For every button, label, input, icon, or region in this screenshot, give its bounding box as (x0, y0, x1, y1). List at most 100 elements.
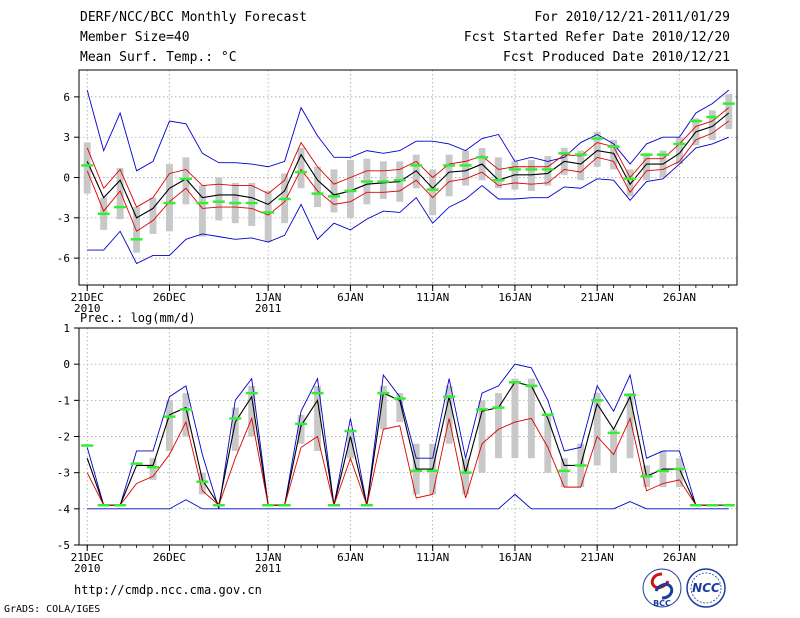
y-tick-label: 3 (63, 131, 70, 144)
spread-box (643, 153, 650, 181)
series-line-spread-lower (86, 416, 729, 507)
spread-box (215, 177, 223, 221)
y-tick-label: 0 (63, 172, 70, 185)
spread-box (166, 164, 173, 232)
x-tick-label: 26JAN (663, 291, 696, 304)
spread-box (379, 385, 387, 430)
spread-box (462, 150, 470, 186)
x-tick-label: 21JAN (581, 291, 614, 304)
x-tick-label: 1JAN (255, 291, 282, 304)
spread-box (675, 137, 683, 165)
y-tick-label: -3 (57, 212, 70, 225)
spread-box (379, 161, 387, 199)
spread-box (577, 150, 585, 181)
precip-panel-title: Prec.: log(mm/d) (80, 311, 196, 325)
y-tick-label: 1 (63, 322, 70, 335)
x-tick-label: 26DEC (153, 291, 186, 304)
spread-box (675, 458, 683, 488)
spread-box (445, 385, 453, 444)
spread-box (198, 472, 206, 495)
series-line-ensemble-mean (86, 381, 729, 507)
x-tick-label: 16JAN (498, 291, 531, 304)
spread-box (511, 378, 519, 459)
spread-box (83, 142, 91, 194)
y-tick-label: 0 (63, 358, 70, 371)
spread-box (346, 160, 354, 218)
spread-box (248, 182, 256, 226)
header-right: For 2010/12/21-2011/01/29 Fcst Started R… (464, 10, 730, 70)
spread-box (330, 169, 338, 213)
spread-box (626, 393, 634, 459)
spread-box (149, 197, 157, 234)
spread-box (166, 400, 173, 451)
spread-box (445, 154, 453, 197)
chart-title: DERF/NCC/BCC Monthly Forecast (80, 10, 307, 25)
spread-box (396, 393, 404, 423)
x-tick-label: 21DEC (71, 291, 104, 304)
series-line-lower-spread (86, 120, 730, 232)
x-tick-year-label: 2010 (74, 302, 101, 315)
ncc-logo-text: NCC (692, 581, 720, 595)
y-tick-label: -4 (57, 503, 71, 516)
variable-label: Mean Surf. Temp.: °C (80, 50, 237, 65)
spread-box (182, 393, 190, 437)
source-url[interactable]: http://cmdp.ncc.cma.gov.cn (74, 583, 262, 597)
spread-box (149, 458, 157, 480)
spread-box (116, 168, 124, 220)
x-tick-label: 6JAN (337, 291, 364, 304)
x-tick-label: 21JAN (581, 551, 614, 564)
spread-box (231, 407, 239, 451)
x-tick-year-label: 2011 (255, 562, 282, 575)
spread-box (346, 429, 354, 459)
spread-box (462, 458, 470, 495)
spread-box (544, 156, 552, 186)
y-tick-label: -5 (57, 539, 70, 552)
bcc-logo-text: BCC (653, 599, 671, 608)
spread-box (527, 160, 535, 191)
x-tick-label: 21DEC (71, 551, 104, 564)
x-tick-year-label: 2011 (255, 302, 282, 315)
spread-box (560, 458, 568, 488)
produced-date: Fcst Produced Date 2010/12/21 (503, 50, 730, 65)
x-tick-label: 1JAN (255, 551, 282, 564)
spread-box (198, 185, 206, 237)
spread-box (511, 161, 519, 190)
ncc-logo: NCC (686, 568, 726, 608)
spread-box (593, 131, 601, 167)
member-size-label: Member Size=40 (80, 30, 190, 45)
spread-box (725, 94, 733, 130)
spread-box (610, 429, 618, 473)
spread-box (264, 190, 272, 242)
spread-box (314, 385, 321, 451)
x-tick-label: 26JAN (663, 551, 696, 564)
x-tick-label: 16JAN (498, 551, 531, 564)
x-tick-label: 11JAN (416, 551, 449, 564)
series-line-ensemble-max (86, 363, 729, 509)
series-line-ensemble-mean (86, 112, 730, 219)
series-line-ensemble-min (87, 136, 729, 265)
spread-box (248, 385, 256, 437)
y-tick-label: -2 (57, 431, 70, 444)
x-tick-year-label: 2010 (74, 562, 101, 575)
bcc-logo: BCC (642, 568, 682, 608)
header-left: DERF/NCC/BCC Monthly Forecast Member Siz… (80, 10, 307, 70)
spread-box (314, 166, 321, 208)
spread-box (133, 207, 141, 253)
x-tick-label: 26DEC (153, 551, 186, 564)
series-line-upper-spread (86, 107, 730, 208)
spread-box (495, 393, 502, 459)
spread-box (544, 414, 552, 473)
series-line-ensemble-max (86, 89, 730, 172)
spread-box (593, 393, 601, 466)
spread-box (182, 157, 190, 205)
x-tick-label: 6JAN (337, 551, 364, 564)
spread-box (495, 157, 502, 189)
x-tick-label: 11JAN (416, 291, 449, 304)
grads-credit: GrADS: COLA/IGES (4, 604, 101, 615)
spread-box (429, 169, 437, 216)
y-tick-label: 6 (63, 91, 70, 104)
refer-date: Fcst Started Refer Date 2010/12/20 (463, 30, 730, 45)
